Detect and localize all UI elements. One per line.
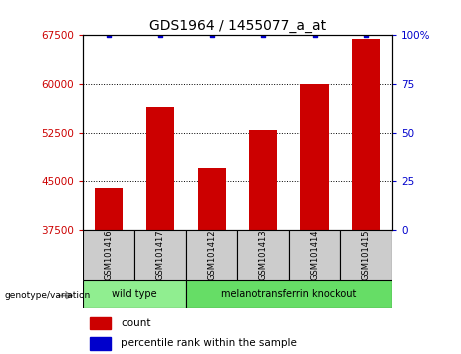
Bar xyxy=(340,230,392,280)
Bar xyxy=(186,230,237,280)
Bar xyxy=(83,280,186,308)
Bar xyxy=(289,230,340,280)
Text: genotype/variation: genotype/variation xyxy=(5,291,91,300)
Bar xyxy=(352,39,380,230)
Point xyxy=(362,33,370,38)
Bar xyxy=(197,169,226,230)
Bar xyxy=(90,316,111,329)
Bar xyxy=(186,280,392,308)
Title: GDS1964 / 1455077_a_at: GDS1964 / 1455077_a_at xyxy=(149,19,326,33)
Text: melanotransferrin knockout: melanotransferrin knockout xyxy=(221,289,356,299)
Text: GSM101414: GSM101414 xyxy=(310,230,319,280)
Text: GSM101416: GSM101416 xyxy=(104,229,113,280)
Bar xyxy=(249,130,278,230)
Bar xyxy=(135,230,186,280)
Point xyxy=(260,33,267,38)
Text: percentile rank within the sample: percentile rank within the sample xyxy=(121,338,297,348)
Text: wild type: wild type xyxy=(112,289,157,299)
Text: count: count xyxy=(121,318,150,328)
Text: GSM101415: GSM101415 xyxy=(361,230,371,280)
Point xyxy=(156,33,164,38)
Bar xyxy=(301,84,329,230)
Point xyxy=(311,33,318,38)
Bar xyxy=(95,188,123,230)
Point xyxy=(208,33,215,38)
Text: GSM101413: GSM101413 xyxy=(259,229,268,280)
Bar xyxy=(83,230,135,280)
Text: GSM101417: GSM101417 xyxy=(156,229,165,280)
Bar xyxy=(90,337,111,350)
Point xyxy=(105,33,112,38)
Text: GSM101412: GSM101412 xyxy=(207,230,216,280)
Bar xyxy=(146,107,174,230)
Bar xyxy=(237,230,289,280)
